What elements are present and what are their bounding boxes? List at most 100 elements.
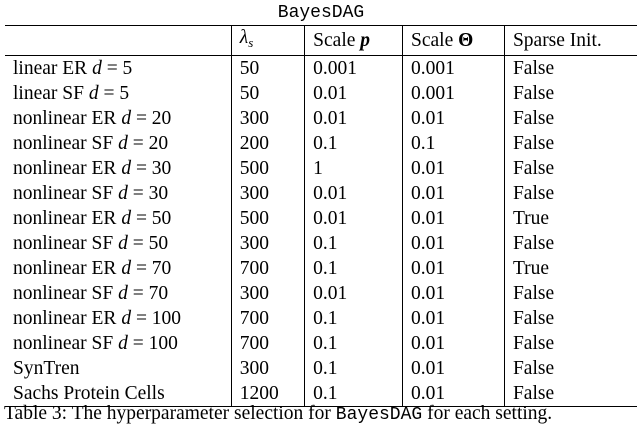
setting-label: nonlinear SF xyxy=(13,282,119,304)
cell-sparse-init: False xyxy=(503,281,637,306)
header-scale-p-symbol: p xyxy=(360,29,371,51)
setting-equation: = 5 xyxy=(98,82,130,104)
setting-variable: d xyxy=(88,82,99,104)
cell-lambda: 300 xyxy=(230,281,305,306)
setting-label: linear SF xyxy=(13,82,89,104)
setting-variable: d xyxy=(121,307,132,329)
cell-scale-theta: 0.01 xyxy=(402,331,505,356)
setting-equation: = 5 xyxy=(101,57,133,79)
header-scale-p: Scale p xyxy=(304,25,403,56)
cell-lambda: 50 xyxy=(230,81,305,106)
setting-label: Sachs Protein Cells xyxy=(13,382,165,404)
cell-scale-p: 0.1 xyxy=(304,256,403,281)
cell-setting: nonlinear SF d = 50 xyxy=(5,231,231,256)
header-scale-theta-symbol: Θ xyxy=(458,29,474,51)
table-row: nonlinear ER d = 20 300 0.01 0.01 False xyxy=(5,106,637,131)
setting-label: linear ER xyxy=(13,57,93,79)
table-header-row: λs Scale p Scale Θ Sparse Init. xyxy=(5,25,637,56)
cell-scale-p: 0.1 xyxy=(304,381,403,407)
cell-scale-theta: 0.1 xyxy=(402,131,505,156)
setting-equation: = 30 xyxy=(127,182,169,204)
setting-equation: = 70 xyxy=(131,257,172,279)
cell-scale-p: 0.001 xyxy=(304,55,403,81)
cell-lambda: 50 xyxy=(230,55,305,81)
cell-scale-p: 0.01 xyxy=(304,281,403,306)
setting-equation: = 30 xyxy=(131,157,172,179)
cell-scale-p: 0.1 xyxy=(304,231,403,256)
table-row: nonlinear SF d = 30 300 0.01 0.01 False xyxy=(5,181,637,206)
setting-label: nonlinear ER xyxy=(13,307,122,329)
cell-sparse-init: True xyxy=(503,206,637,231)
cell-setting: nonlinear SF d = 20 xyxy=(5,131,231,156)
table-row: Sachs Protein Cells 1200 0.1 0.01 False xyxy=(5,381,637,407)
cell-scale-theta: 0.01 xyxy=(402,206,505,231)
table-row: nonlinear ER d = 30 500 1 0.01 False xyxy=(5,156,637,181)
setting-variable: d xyxy=(118,132,128,154)
table-title: BayesDAG xyxy=(277,2,365,23)
setting-label: nonlinear SF xyxy=(13,232,119,254)
setting-label: nonlinear ER xyxy=(13,107,122,129)
cell-scale-p: 0.01 xyxy=(304,106,403,131)
header-setting xyxy=(5,25,232,56)
setting-equation: = 50 xyxy=(127,232,169,254)
header-scale-p-prefix: Scale xyxy=(313,29,361,51)
cell-sparse-init: False xyxy=(503,131,637,156)
cell-scale-p: 0.01 xyxy=(304,81,403,106)
cell-setting: nonlinear ER d = 70 xyxy=(5,256,231,281)
cell-sparse-init: False xyxy=(503,356,637,381)
header-lambda-subscript: s xyxy=(248,35,254,50)
table-row: nonlinear ER d = 70 700 0.1 0.01 True xyxy=(5,256,637,281)
cell-lambda: 200 xyxy=(230,131,305,156)
header-lambda: λs xyxy=(230,25,305,56)
setting-variable: d xyxy=(92,57,102,79)
cell-setting: linear SF d = 5 xyxy=(5,81,231,106)
cell-scale-p: 0.1 xyxy=(304,331,403,356)
setting-variable: d xyxy=(118,232,128,254)
setting-equation: = 50 xyxy=(131,207,172,229)
table-row: linear ER d = 5 50 0.001 0.001 False xyxy=(5,55,637,82)
cell-scale-theta: 0.01 xyxy=(402,231,505,256)
setting-label: nonlinear ER xyxy=(13,157,122,179)
setting-variable: d xyxy=(121,157,132,179)
header-scale-theta-prefix: Scale xyxy=(411,29,459,51)
cell-scale-theta: 0.01 xyxy=(402,356,505,381)
cell-setting: linear ER d = 5 xyxy=(5,56,231,82)
table-row: nonlinear SF d = 20 200 0.1 0.1 False xyxy=(5,131,637,156)
cell-sparse-init: False xyxy=(503,381,637,407)
cell-lambda: 500 xyxy=(230,206,305,231)
cell-scale-p: 0.1 xyxy=(304,356,403,381)
table-row: nonlinear SF d = 70 300 0.01 0.01 False xyxy=(5,281,637,306)
cell-setting: nonlinear SF d = 70 xyxy=(5,281,231,306)
setting-variable: d xyxy=(118,282,128,304)
setting-equation: = 100 xyxy=(127,332,178,354)
setting-variable: d xyxy=(118,332,128,354)
cell-scale-theta: 0.01 xyxy=(402,156,505,181)
setting-label: nonlinear ER xyxy=(13,207,122,229)
setting-label: SynTren xyxy=(13,357,80,379)
table-row: nonlinear ER d = 50 500 0.01 0.01 True xyxy=(5,206,637,231)
cell-setting: nonlinear ER d = 100 xyxy=(5,306,231,331)
caption-suffix: for each setting. xyxy=(422,403,553,424)
cell-scale-p: 1 xyxy=(304,156,403,181)
table-row: linear SF d = 5 50 0.01 0.001 False xyxy=(5,81,637,106)
cell-scale-p: 0.01 xyxy=(304,181,403,206)
cell-scale-p: 0.01 xyxy=(304,206,403,231)
header-scale-theta: Scale Θ xyxy=(402,25,505,56)
table-caption: Table 3: The hyperparameter selection fo… xyxy=(4,402,552,427)
cell-lambda: 300 xyxy=(230,231,305,256)
setting-equation: = 20 xyxy=(131,107,172,129)
header-sparse-init: Sparse Init. xyxy=(503,25,637,56)
cell-setting: SynTren xyxy=(5,356,231,381)
hyperparameter-table-container: BayesDAG λs Scale p Scale Θ Sparse Init.… xyxy=(5,0,637,407)
cell-scale-p: 0.1 xyxy=(304,306,403,331)
table-row: SynTren 300 0.1 0.01 False xyxy=(5,356,637,381)
cell-setting: nonlinear SF d = 100 xyxy=(5,331,231,356)
hyperparameter-table: BayesDAG λs Scale p Scale Θ Sparse Init.… xyxy=(5,0,637,407)
cell-lambda: 300 xyxy=(230,106,305,131)
cell-setting: nonlinear ER d = 30 xyxy=(5,156,231,181)
setting-equation: = 20 xyxy=(127,132,169,154)
setting-label: nonlinear SF xyxy=(13,182,119,204)
cell-lambda: 300 xyxy=(230,356,305,381)
cell-sparse-init: False xyxy=(503,231,637,256)
cell-scale-theta: 0.01 xyxy=(402,381,505,407)
